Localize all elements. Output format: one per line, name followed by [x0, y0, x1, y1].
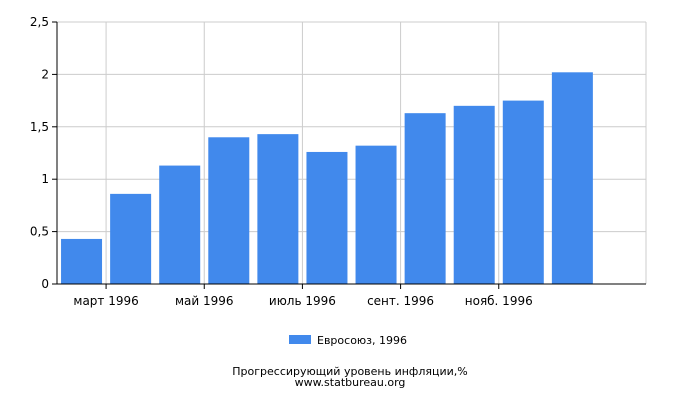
y-tick-labels: 0 0,5 1 1,5 2 2,5	[30, 15, 49, 291]
y-tick-label: 0,5	[30, 225, 49, 239]
bar	[502, 100, 544, 284]
bar	[551, 72, 593, 284]
x-tick-label: март 1996	[73, 294, 138, 308]
x-tick-label: сент. 1996	[367, 294, 434, 308]
chart-caption: Прогрессирующий уровень инфляции,%	[232, 365, 467, 378]
bar	[404, 113, 446, 285]
y-tick-label: 1	[41, 172, 49, 186]
legend-label: Евросоюз, 1996	[317, 334, 407, 347]
y-tick-label: 0	[41, 277, 49, 291]
bar	[306, 151, 348, 284]
bar	[208, 137, 250, 284]
bar	[159, 165, 201, 284]
axes	[52, 21, 646, 289]
bar	[61, 238, 103, 284]
bar	[453, 105, 495, 284]
grid	[57, 21, 647, 284]
x-tick-label: июль 1996	[269, 294, 336, 308]
legend-swatch	[289, 335, 311, 344]
bar	[355, 145, 397, 284]
y-tick-label: 1,5	[30, 120, 49, 134]
x-tick-label: нояб. 1996	[465, 294, 533, 308]
x-tick-label: май 1996	[175, 294, 234, 308]
y-tick-label: 2,5	[30, 15, 49, 29]
bars	[61, 72, 593, 285]
x-tick-labels: март 1996 май 1996 июль 1996 сент. 1996 нояб…	[73, 294, 532, 308]
bar	[110, 193, 152, 284]
bar	[257, 134, 299, 284]
y-tick-label: 2	[41, 67, 49, 81]
source-url: www.statbureau.org	[295, 376, 406, 389]
legend: Евросоюз, 1996	[289, 334, 407, 347]
